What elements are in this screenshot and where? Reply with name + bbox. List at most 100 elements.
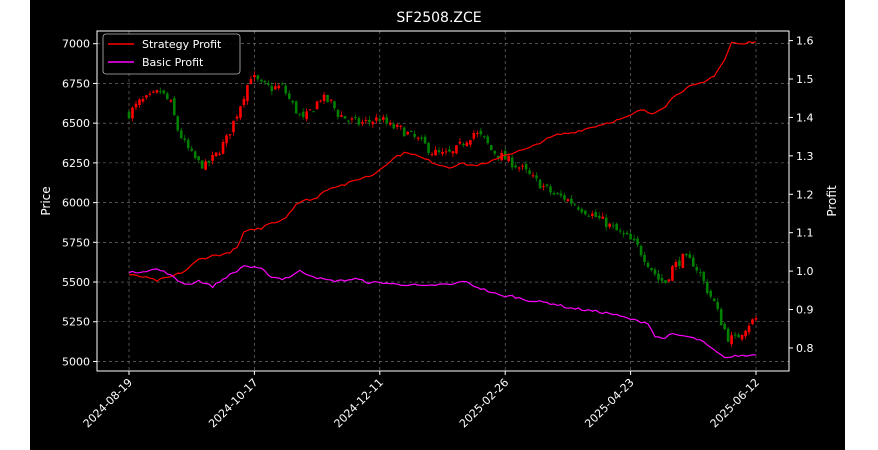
candle-body bbox=[514, 165, 517, 168]
candle-body bbox=[458, 141, 462, 144]
y-axis-left: 5000 5250 5500 5750 6000 6250 6500 6750 7000 bbox=[62, 38, 97, 368]
y-tick-right-label: 1.6 bbox=[796, 35, 814, 48]
candle-body bbox=[141, 99, 145, 102]
candle-body bbox=[740, 334, 744, 340]
plot-frame bbox=[96, 30, 790, 372]
candle-body bbox=[653, 269, 657, 275]
candle-body bbox=[284, 85, 288, 94]
candle-body bbox=[681, 253, 685, 269]
candle-body bbox=[388, 122, 392, 125]
candle-body bbox=[556, 193, 559, 195]
y-tick-left-label: 5750 bbox=[62, 236, 90, 249]
candle-body bbox=[692, 257, 695, 267]
candle-body bbox=[629, 233, 632, 240]
candle-body bbox=[228, 134, 232, 136]
candle-body bbox=[381, 117, 385, 120]
candle-body bbox=[594, 211, 598, 217]
candle-body bbox=[399, 125, 402, 127]
candle-body bbox=[200, 160, 204, 169]
candle-body bbox=[127, 111, 131, 119]
candle-body bbox=[716, 301, 719, 309]
candle-body bbox=[287, 93, 291, 99]
candle-body bbox=[214, 152, 218, 157]
candle-body bbox=[730, 335, 733, 345]
y-tick-right-label: 1.1 bbox=[796, 227, 814, 240]
candle-body bbox=[263, 81, 267, 83]
candle-body bbox=[409, 130, 413, 132]
candlesticks bbox=[127, 71, 758, 347]
candle-body bbox=[604, 217, 608, 228]
candle-body bbox=[186, 139, 190, 149]
candle-body bbox=[698, 272, 702, 274]
legend-label-strategy: Strategy Profit bbox=[142, 38, 222, 51]
candle-body bbox=[723, 323, 726, 330]
y-tick-right-label: 1.3 bbox=[796, 150, 814, 163]
candle-body bbox=[402, 127, 406, 137]
candle-body bbox=[615, 223, 618, 231]
candle-body bbox=[618, 230, 622, 232]
y-tick-left-label: 6500 bbox=[62, 117, 90, 130]
candle-body bbox=[155, 90, 159, 93]
candle-body bbox=[423, 136, 427, 144]
candle-body bbox=[726, 328, 730, 342]
candle-body bbox=[267, 83, 270, 85]
candle-body bbox=[507, 156, 510, 161]
candle-body bbox=[294, 101, 298, 114]
candle-body bbox=[611, 225, 615, 227]
strategy-profit-line bbox=[128, 41, 757, 283]
candle-body bbox=[145, 95, 148, 98]
candle-body bbox=[538, 179, 542, 189]
candle-body bbox=[587, 215, 591, 217]
candle-body bbox=[688, 254, 692, 259]
candle-body bbox=[643, 254, 646, 262]
candle-body bbox=[329, 99, 333, 101]
candle-body bbox=[632, 238, 636, 241]
candle-body bbox=[528, 170, 531, 174]
candle-body bbox=[413, 133, 416, 137]
candle-body bbox=[573, 204, 577, 206]
candle-body bbox=[712, 298, 716, 302]
candle-body bbox=[510, 157, 514, 168]
candle-body bbox=[671, 266, 674, 281]
candle-body bbox=[291, 100, 295, 103]
candle-body bbox=[172, 98, 176, 116]
candle-body bbox=[476, 132, 479, 134]
candle-body bbox=[639, 245, 643, 256]
candle-body bbox=[253, 75, 256, 78]
candle-body bbox=[204, 161, 207, 170]
candle-body bbox=[270, 85, 274, 92]
candle-body bbox=[667, 279, 671, 282]
candle-body bbox=[162, 90, 166, 94]
candle-body bbox=[496, 155, 500, 158]
candle-body bbox=[134, 103, 138, 108]
candle-body bbox=[580, 208, 584, 213]
candle-body bbox=[559, 193, 563, 196]
candle-body bbox=[542, 185, 545, 187]
legend-label-basic: Basic Profit bbox=[142, 56, 204, 69]
candle-body bbox=[232, 120, 235, 133]
candle-body bbox=[486, 136, 490, 144]
candle-body bbox=[312, 111, 315, 113]
candle-body bbox=[489, 145, 493, 151]
candle-body bbox=[221, 142, 225, 154]
candle-body bbox=[239, 106, 242, 118]
y-axis-right: 0.8 0.9 1.0 1.1 1.2 1.3 1.4 1.5 1.6 bbox=[789, 35, 814, 355]
candle-body bbox=[636, 238, 639, 245]
candle-body bbox=[747, 325, 751, 333]
candle-body bbox=[566, 199, 570, 202]
candle-body bbox=[347, 120, 350, 122]
candle-body bbox=[521, 165, 524, 167]
candle-body bbox=[434, 149, 437, 156]
candle-body bbox=[301, 111, 305, 117]
y-tick-right-label: 1.2 bbox=[796, 188, 814, 201]
candle-body bbox=[584, 210, 587, 215]
y-axis-right-label: Profit bbox=[825, 185, 839, 217]
candle-body bbox=[361, 121, 364, 124]
candle-body bbox=[280, 83, 284, 85]
candle-body bbox=[256, 75, 260, 80]
figure-background bbox=[30, 0, 845, 450]
candle-body bbox=[427, 142, 430, 153]
candle-body bbox=[298, 113, 301, 115]
candle-body bbox=[444, 151, 448, 153]
